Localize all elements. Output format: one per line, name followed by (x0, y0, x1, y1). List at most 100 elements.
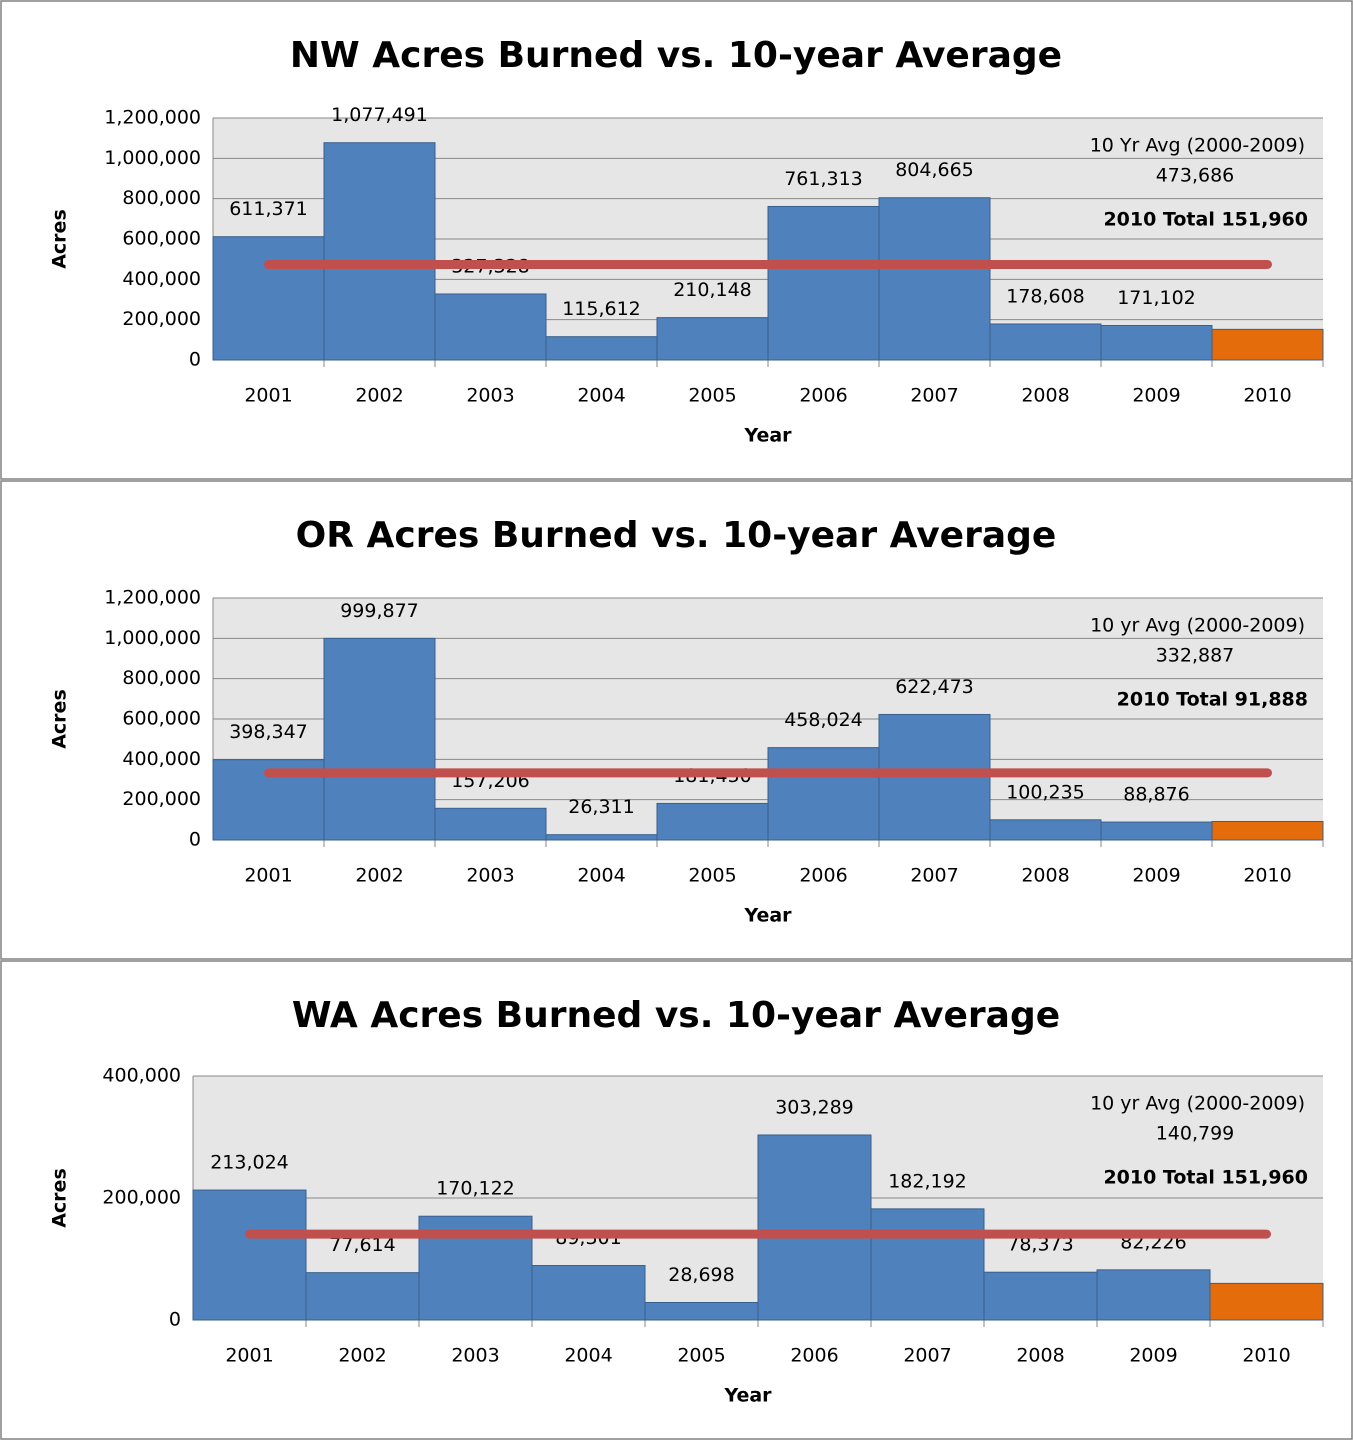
data-label: 804,665 (895, 159, 974, 181)
bar (644, 1301, 759, 1321)
x-tick-label: 2006 (799, 385, 847, 407)
bar (1211, 820, 1324, 841)
data-label: 100,235 (1006, 781, 1085, 803)
x-tick-label: 2001 (225, 1345, 273, 1367)
chart-title: NW Acres Burned vs. 10-year Average (290, 35, 1062, 76)
x-tick-label: 2006 (799, 865, 847, 887)
data-label: 171,102 (1117, 287, 1196, 309)
total-label: 2010 Total 151,960 (1103, 1167, 1308, 1189)
data-label: 999,877 (340, 600, 419, 622)
bar (1209, 1282, 1324, 1321)
y-axis-title: Acres (49, 1168, 71, 1228)
x-tick-label: 2008 (1021, 865, 1069, 887)
y-tick-label: 1,200,000 (104, 107, 201, 129)
bar (989, 323, 1102, 361)
data-label: 398,347 (229, 721, 308, 743)
y-tick-label: 200,000 (102, 1187, 181, 1209)
x-tick-label: 2010 (1243, 385, 1291, 407)
y-tick-label: 0 (169, 1309, 181, 1331)
panel-border (0, 960, 1353, 1440)
y-tick-label: 400,000 (122, 268, 201, 290)
x-tick-label: 2002 (338, 1345, 386, 1367)
total-label: 2010 Total 151,960 (1103, 209, 1308, 231)
bar (531, 1265, 646, 1321)
x-tick-label: 2003 (451, 1345, 499, 1367)
bar (323, 637, 436, 841)
x-tick-label: 2003 (466, 865, 514, 887)
bar (983, 1271, 1098, 1321)
y-tick-label: 0 (189, 829, 201, 851)
data-label: 178,608 (1006, 285, 1085, 307)
x-tick-label: 2007 (910, 385, 958, 407)
x-tick-label: 2008 (1016, 1345, 1064, 1367)
data-label: 761,313 (784, 168, 863, 190)
bar (192, 1189, 307, 1321)
chart-title: OR Acres Burned vs. 10-year Average (296, 515, 1057, 556)
panel-border (0, 0, 1353, 480)
data-label: 88,876 (1123, 784, 1189, 806)
bar (1100, 821, 1213, 841)
bar (767, 205, 880, 361)
average-label: 10 yr Avg (2000-2009) (1090, 1093, 1305, 1115)
bar (757, 1134, 872, 1321)
bar (767, 747, 880, 841)
data-label: 210,148 (673, 279, 752, 301)
y-tick-label: 800,000 (122, 187, 201, 209)
y-tick-label: 600,000 (122, 708, 201, 730)
y-axis-title: Acres (49, 209, 71, 269)
x-tick-label: 2005 (688, 385, 736, 407)
bar (323, 142, 436, 361)
data-label: 170,122 (436, 1178, 515, 1200)
x-tick-label: 2009 (1132, 385, 1180, 407)
x-tick-label: 2005 (677, 1345, 725, 1367)
bar (1096, 1269, 1211, 1321)
x-tick-label: 2001 (244, 385, 292, 407)
bar (656, 317, 769, 361)
data-label: 303,289 (775, 1096, 854, 1118)
x-tick-label: 2004 (577, 385, 625, 407)
data-label: 115,612 (562, 298, 641, 320)
x-tick-label: 2004 (564, 1345, 612, 1367)
x-tick-label: 2009 (1129, 1345, 1177, 1367)
chart-title: WA Acres Burned vs. 10-year Average (292, 995, 1060, 1036)
bar (305, 1272, 420, 1321)
data-label: 611,371 (229, 198, 308, 220)
data-label: 1,077,491 (331, 104, 428, 126)
x-axis-title: Year (743, 425, 792, 447)
y-axis-title: Acres (49, 689, 71, 749)
x-tick-label: 2010 (1242, 1345, 1290, 1367)
y-tick-label: 1,000,000 (104, 627, 201, 649)
y-tick-label: 1,200,000 (104, 587, 201, 609)
bar (434, 807, 547, 841)
x-tick-label: 2010 (1243, 865, 1291, 887)
y-tick-label: 200,000 (122, 308, 201, 330)
x-tick-label: 2006 (790, 1345, 838, 1367)
bar (545, 834, 658, 841)
data-label: 78,373 (1007, 1234, 1073, 1256)
y-tick-label: 600,000 (122, 228, 201, 250)
average-label: 10 Yr Avg (2000-2009) (1090, 135, 1305, 157)
y-tick-label: 200,000 (122, 788, 201, 810)
data-label: 213,024 (210, 1152, 289, 1174)
data-label: 458,024 (784, 709, 863, 731)
x-tick-label: 2001 (244, 865, 292, 887)
bar (434, 293, 547, 361)
x-axis-title: Year (743, 905, 792, 927)
y-tick-label: 400,000 (122, 748, 201, 770)
x-axis-title: Year (723, 1385, 772, 1407)
bar (545, 336, 658, 361)
chart-panel: NW Acres Burned vs. 10-year Average 0 200,… (0, 0, 1353, 480)
y-tick-label: 400,000 (102, 1065, 181, 1087)
x-tick-label: 2003 (466, 385, 514, 407)
data-label: 26,311 (568, 796, 634, 818)
x-tick-label: 2004 (577, 865, 625, 887)
chart-panel: OR Acres Burned vs. 10-year Average 0 200,… (0, 480, 1353, 960)
x-tick-label: 2005 (688, 865, 736, 887)
x-tick-label: 2009 (1132, 865, 1180, 887)
average-label: 10 yr Avg (2000-2009) (1090, 615, 1305, 637)
x-tick-label: 2007 (903, 1345, 951, 1367)
bar (656, 802, 769, 841)
chart-panel: WA Acres Burned vs. 10-year Average 0 200,… (0, 960, 1353, 1440)
data-label: 182,192 (888, 1170, 967, 1192)
